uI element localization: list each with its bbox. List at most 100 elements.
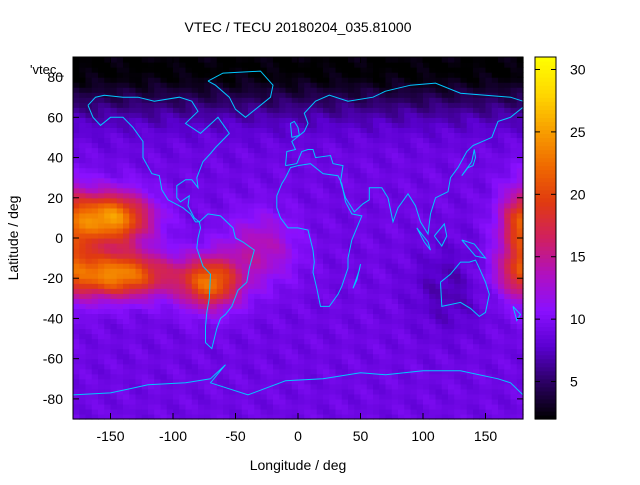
heatmap-cell [229, 117, 237, 123]
heatmap-cell [154, 263, 162, 269]
heatmap-cell [154, 137, 162, 144]
heatmap-cell [441, 202, 449, 209]
heatmap-cell [229, 57, 237, 63]
heatmap-cell [85, 197, 93, 204]
heatmap-cell [104, 343, 112, 350]
heatmap-cell [154, 207, 162, 214]
heatmap-cell [210, 187, 218, 194]
heatmap-cell [216, 197, 224, 204]
heatmap-cell [316, 97, 324, 103]
heatmap-cell [454, 152, 462, 159]
heatmap-cell [285, 408, 293, 415]
heatmap-cell [485, 147, 493, 154]
heatmap-cell [216, 398, 224, 405]
heatmap-cell [216, 82, 224, 88]
heatmap-cell [210, 217, 218, 224]
heatmap-cell [185, 147, 193, 154]
heatmap-cell [141, 363, 149, 370]
heatmap-cell [366, 107, 374, 113]
heatmap-cell [466, 197, 474, 204]
heatmap-cell [466, 283, 474, 289]
heatmap-cell [135, 373, 143, 380]
heatmap-cell [441, 132, 449, 139]
heatmap-cell [129, 172, 137, 179]
heatmap-cell [235, 298, 243, 304]
heatmap-cell [198, 187, 205, 194]
heatmap-cell [116, 152, 124, 159]
heatmap-cell [148, 162, 155, 169]
heatmap-cell [448, 147, 455, 154]
heatmap-cell [191, 212, 199, 219]
heatmap-cell [354, 278, 362, 284]
heatmap-cell [141, 273, 149, 279]
heatmap-cell [235, 162, 243, 169]
heatmap-cell [298, 197, 305, 204]
heatmap-cell [423, 308, 430, 315]
heatmap-cell [216, 318, 224, 325]
heatmap-cell [223, 363, 230, 370]
heatmap-cell [179, 248, 187, 254]
heatmap-cell [260, 152, 268, 159]
heatmap-cell [354, 298, 362, 304]
heatmap-cell [416, 192, 424, 199]
heatmap-cell [141, 207, 149, 214]
heatmap-cell [423, 263, 430, 269]
heatmap-cell [329, 318, 337, 325]
heatmap-cell [241, 298, 249, 304]
heatmap-cell [379, 378, 387, 385]
heatmap-cell [254, 318, 262, 325]
heatmap-cell [423, 187, 430, 194]
heatmap-cell [448, 217, 455, 224]
heatmap-cell [479, 343, 487, 350]
heatmap-cell [504, 318, 512, 325]
heatmap-cell [348, 162, 355, 169]
heatmap-cell [285, 117, 293, 123]
heatmap-cell [98, 408, 105, 415]
heatmap-cell [91, 333, 99, 340]
heatmap-cell [173, 62, 180, 68]
heatmap-cell [254, 303, 262, 309]
heatmap-cell [185, 388, 193, 395]
heatmap-cell [348, 273, 355, 279]
heatmap-cell [160, 197, 168, 204]
heatmap-cell [110, 283, 118, 289]
heatmap-cell [316, 413, 324, 420]
heatmap-cell [223, 117, 230, 123]
heatmap-cell [404, 157, 412, 164]
heatmap-cell [123, 217, 130, 224]
heatmap-cell [166, 238, 174, 244]
heatmap-cell [485, 333, 493, 340]
heatmap-cell [385, 383, 393, 390]
heatmap-cell [248, 212, 255, 219]
heatmap-cell [73, 338, 80, 345]
heatmap-cell [379, 358, 387, 365]
heatmap-cell [166, 308, 174, 315]
heatmap-cell [429, 117, 437, 123]
heatmap-cell [279, 57, 287, 63]
heatmap-cell [154, 238, 162, 244]
heatmap-cell [229, 253, 237, 259]
heatmap-cell [460, 388, 468, 395]
heatmap-cell [273, 157, 280, 164]
heatmap-cell [104, 167, 112, 174]
heatmap-cell [79, 318, 87, 325]
heatmap-cell [204, 172, 212, 179]
heatmap-cell [366, 378, 374, 385]
heatmap-cell [398, 77, 405, 83]
heatmap-cell [110, 373, 118, 380]
heatmap-cell [129, 383, 137, 390]
heatmap-cell [498, 258, 505, 264]
heatmap-cell [235, 353, 243, 360]
heatmap-cell [404, 373, 412, 380]
heatmap-cell [491, 263, 499, 269]
heatmap-cell [235, 293, 243, 299]
heatmap-cell [191, 167, 199, 174]
heatmap-cell [329, 323, 337, 330]
heatmap-cell [448, 343, 455, 350]
heatmap-cell [285, 57, 293, 63]
heatmap-cell [366, 142, 374, 149]
heatmap-cell [316, 313, 324, 320]
heatmap-cell [298, 232, 305, 239]
heatmap-cell [454, 127, 462, 134]
heatmap-cell [329, 253, 337, 259]
